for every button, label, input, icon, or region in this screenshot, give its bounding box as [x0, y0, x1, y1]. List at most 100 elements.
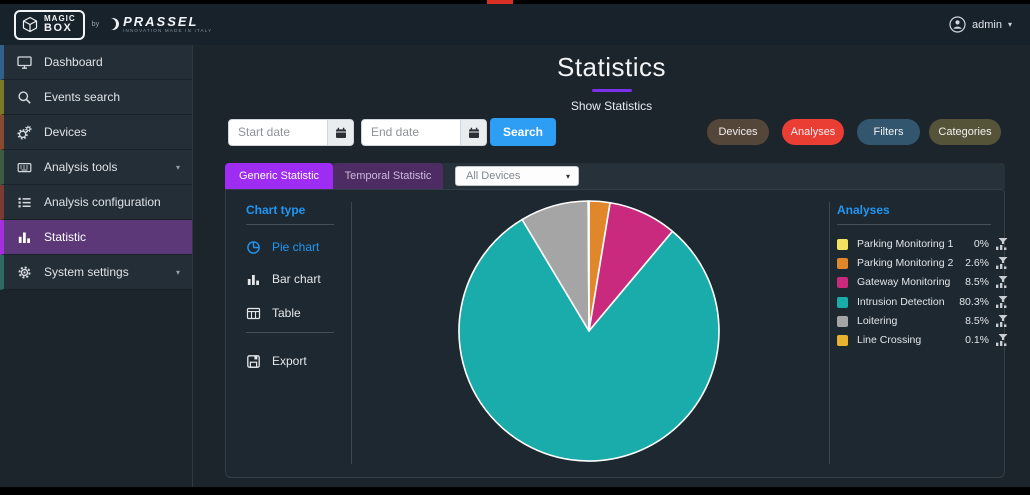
sidebar-item-system-settings[interactable]: System settings ▾ [0, 255, 193, 290]
legend-swatch [837, 238, 848, 250]
tab-generic-statistic[interactable]: Generic Statistic [225, 163, 333, 189]
sidebar-item-statistic[interactable]: Statistic [0, 220, 193, 255]
dashboard-icon [16, 55, 33, 70]
end-date-calendar-button[interactable] [460, 120, 486, 145]
legend-swatch [837, 276, 848, 288]
calendar-icon [468, 127, 479, 138]
pie-chart-icon [247, 240, 260, 254]
pill-label: Categories [938, 126, 992, 138]
analysis-tools-icon [16, 160, 33, 175]
sidebar-item-label: Devices [44, 125, 87, 139]
pie-slice [587, 200, 590, 332]
legend-filter-chart-icon[interactable] [995, 333, 1009, 347]
sidebar: Dashboard Events search Devices Analysis… [0, 45, 193, 290]
legend-filter-chart-icon[interactable] [995, 256, 1009, 270]
legend-row: Line Crossing 0.1% [837, 332, 1009, 348]
brand-area: MAGIC BOX by PRASSEL INNOVATION MADE IN … [14, 9, 213, 40]
legend-filter-chart-icon[interactable] [995, 275, 1009, 289]
brand-box: BOX [44, 22, 73, 34]
brand-prassel: PRASSEL [123, 13, 199, 29]
legend-label: Line Crossing [857, 334, 922, 346]
legend-percent: 0.1% [965, 334, 989, 346]
panel-body: Chart type Pie chart Bar chart Table [225, 189, 1008, 478]
chart-type-table[interactable]: Table [246, 300, 346, 326]
page-subtitle: Show Statistics [570, 99, 653, 113]
search-icon [16, 90, 33, 105]
divider [351, 202, 352, 464]
end-date-input[interactable]: End date [361, 119, 487, 146]
legend-percent: 8.5% [965, 276, 989, 288]
legend-label: Intrusion Detection [857, 296, 945, 308]
bar-chart-icon [247, 274, 259, 285]
divider [246, 224, 334, 225]
pie-slice [458, 218, 720, 462]
sidebar-item-devices[interactable]: Devices [0, 115, 193, 150]
analyses-filter-button[interactable]: Analyses [782, 119, 844, 145]
page-title: Statistics [556, 52, 667, 82]
sidebar-item-analysis-configuration[interactable]: Analysis configuration [0, 185, 193, 220]
legend-percent: 8.5% [965, 315, 989, 327]
sidebar-item-events-search[interactable]: Events search [0, 80, 193, 115]
legend-percent: 80.3% [959, 296, 989, 308]
magicbox-logo: MAGIC BOX [14, 9, 85, 40]
brand-tagline: INNOVATION MADE IN ITALY [123, 28, 213, 34]
start-date-placeholder: Start date [238, 125, 291, 139]
legend-filter-chart-icon[interactable] [995, 314, 1009, 328]
sidebar-item-label: System settings [44, 265, 129, 279]
tab-temporal-statistic[interactable]: Temporal Statistic [333, 163, 443, 189]
export-save-icon [247, 354, 260, 368]
legend-swatch [837, 315, 848, 327]
screen-top-strip [0, 0, 1030, 4]
legend-label: Gateway Monitoring [857, 276, 951, 288]
screen-bottom-strip [0, 487, 1030, 495]
brand-magic: MAGIC [44, 14, 76, 23]
statistics-panel: Generic Statistic Temporal Statistic All… [225, 163, 1008, 478]
start-date-calendar-button[interactable] [327, 120, 353, 145]
legend-filter-chart-icon[interactable] [995, 237, 1009, 251]
title-underline [591, 89, 632, 92]
divider [837, 224, 991, 225]
chart-type-pie[interactable]: Pie chart [246, 234, 346, 260]
search-button[interactable]: Search [490, 118, 556, 146]
pie-chart [458, 200, 720, 462]
legend-row: Parking Monitoring 1 0% [837, 236, 1009, 252]
list-icon [16, 195, 33, 210]
chevron-down-icon: ▾ [175, 267, 180, 277]
brand-by: by [91, 21, 100, 28]
legend-filter-chart-icon[interactable] [995, 295, 1009, 309]
chart-type-label: Bar chart [272, 272, 321, 286]
table-icon [246, 307, 261, 319]
legend-row: Gateway Monitoring 8.5% [837, 274, 1009, 290]
bar-chart-icon [16, 230, 33, 245]
legend-label: Loitering [857, 315, 898, 327]
divider [246, 332, 334, 333]
sidebar-item-label: Events search [44, 90, 121, 104]
chart-type-bar[interactable]: Bar chart [246, 266, 346, 292]
select-chevron-down-icon: ▾ [565, 171, 570, 181]
export-button[interactable]: Export [246, 348, 346, 374]
device-select[interactable]: All Devices ▾ [455, 166, 579, 186]
start-date-input[interactable]: Start date [228, 119, 354, 146]
legend-percent: 2.6% [965, 257, 989, 269]
devices-filter-button[interactable]: Devices [707, 119, 769, 145]
sidebar-divider [192, 45, 193, 487]
sidebar-item-dashboard[interactable]: Dashboard [0, 45, 193, 80]
sidebar-item-label: Statistic [44, 230, 87, 244]
calendar-icon [335, 127, 346, 138]
page-heading: Statistics Show Statistics [193, 52, 1030, 113]
legend-swatch [837, 257, 848, 269]
legend-percent: 0% [973, 238, 989, 250]
crescent-icon [106, 18, 120, 31]
user-menu[interactable]: admin ▾ [949, 16, 1012, 33]
pill-label: Devices [718, 126, 758, 138]
legend-label: Parking Monitoring 1 [857, 238, 954, 250]
categories-filter-button[interactable]: Categories [929, 119, 1001, 145]
tab-strip: Generic Statistic Temporal Statistic All… [225, 163, 1005, 189]
divider [829, 202, 830, 464]
pill-label: Analyses [790, 126, 836, 138]
sidebar-item-analysis-tools[interactable]: Analysis tools ▾ [0, 150, 193, 185]
user-name: admin [972, 18, 1002, 31]
export-label: Export [272, 354, 307, 368]
filters-filter-button[interactable]: Filters [857, 119, 920, 145]
legend-swatch [837, 296, 848, 308]
